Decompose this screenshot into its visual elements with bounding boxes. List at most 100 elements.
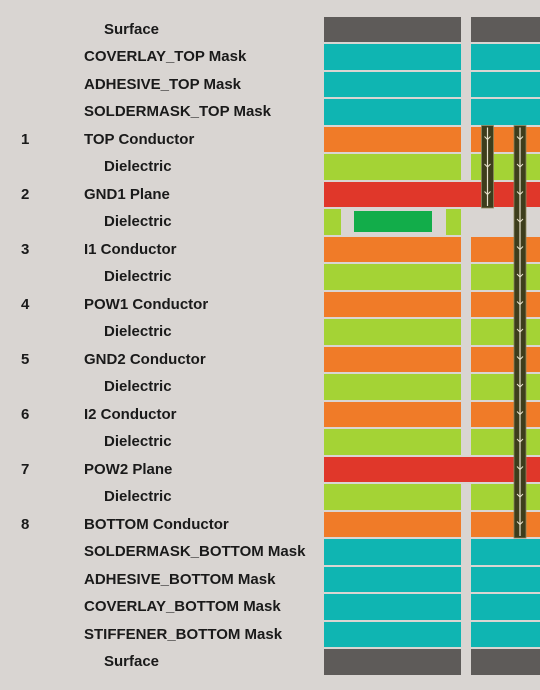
layer-bar-right bbox=[471, 539, 540, 565]
layer-bar-left bbox=[324, 209, 341, 235]
layer-bar-right bbox=[471, 346, 540, 372]
layer-number: 3 bbox=[21, 240, 30, 258]
layer-number: 7 bbox=[21, 460, 30, 478]
layer-bar-left bbox=[324, 649, 461, 675]
layer-bar-right bbox=[471, 319, 540, 345]
layer-bar-left bbox=[446, 209, 461, 235]
layer-number: 4 bbox=[21, 295, 30, 313]
layer-bar-right bbox=[471, 649, 540, 675]
layer-number: 1 bbox=[21, 130, 30, 148]
layer-bar-right bbox=[471, 71, 540, 97]
layer-bar-plane bbox=[324, 456, 540, 482]
layer-row: Dielectric bbox=[0, 208, 540, 236]
layer-label: POW2 Plane bbox=[84, 460, 173, 478]
layer-row: Dielectric bbox=[0, 153, 540, 181]
layer-row: 4 POW1 Conductor bbox=[0, 291, 540, 319]
layer-label: BOTTOM Conductor bbox=[84, 515, 229, 533]
layer-label: STIFFENER_BOTTOM Mask bbox=[84, 625, 283, 643]
layer-bar-right bbox=[471, 566, 540, 592]
layer-bar-left bbox=[324, 154, 461, 180]
layer-label: TOP Conductor bbox=[84, 130, 195, 148]
layer-bar-left bbox=[324, 401, 461, 427]
layer-row: Dielectric bbox=[0, 263, 540, 291]
layer-bar-left bbox=[324, 566, 461, 592]
layer-number: 8 bbox=[21, 515, 30, 533]
layer-number: 6 bbox=[21, 405, 30, 423]
layer-label: SOLDERMASK_TOP Mask bbox=[84, 103, 271, 120]
layer-bar-right bbox=[471, 44, 540, 70]
layer-label: Dielectric bbox=[104, 488, 172, 505]
layer-label: GND1 Plane bbox=[84, 185, 170, 203]
layer-bar-left bbox=[324, 264, 461, 290]
layer-label: Dielectric bbox=[104, 378, 172, 395]
layer-row: SOLDERMASK_TOP Mask bbox=[0, 98, 540, 126]
layer-bar-right bbox=[471, 99, 540, 125]
layer-bar-right bbox=[471, 511, 540, 537]
layer-bar-right bbox=[471, 264, 540, 290]
layer-row: 6 I2 Conductor bbox=[0, 401, 540, 429]
layer-row: Dielectric bbox=[0, 483, 540, 511]
layer-row: 2 GND1 Plane bbox=[0, 181, 540, 209]
layer-row: Dielectric bbox=[0, 428, 540, 456]
layer-row: Surface bbox=[0, 648, 540, 676]
layer-row: ADHESIVE_BOTTOM Mask bbox=[0, 566, 540, 594]
layer-bar-right bbox=[471, 126, 540, 152]
layer-label: I1 Conductor bbox=[84, 240, 177, 258]
layer-label: Dielectric bbox=[104, 268, 172, 285]
layer-bar-right bbox=[471, 236, 540, 262]
layer-bar-left bbox=[324, 621, 461, 647]
layer-bar-left bbox=[324, 16, 461, 42]
layer-row: COVERLAY_BOTTOM Mask bbox=[0, 593, 540, 621]
layer-label: I2 Conductor bbox=[84, 405, 177, 423]
layer-bar-left bbox=[324, 319, 461, 345]
layer-label: SOLDERMASK_BOTTOM Mask bbox=[84, 543, 306, 560]
layer-bar-right bbox=[471, 16, 540, 42]
layer-label: ADHESIVE_BOTTOM Mask bbox=[84, 570, 276, 588]
layer-bar-left bbox=[324, 539, 461, 565]
layer-row: 7 POW2 Plane bbox=[0, 456, 540, 484]
layer-bar-right bbox=[471, 374, 540, 400]
layer-bar-left bbox=[324, 346, 461, 372]
layer-label: POW1 Conductor bbox=[84, 295, 209, 313]
layer-bar-left bbox=[324, 484, 461, 510]
layer-bar-left bbox=[324, 511, 461, 537]
layer-label: GND2 Conductor bbox=[84, 350, 206, 368]
layer-bar-left bbox=[324, 99, 461, 125]
layer-number: 5 bbox=[21, 350, 30, 368]
layer-bar-left bbox=[324, 374, 461, 400]
layer-row: Surface bbox=[0, 16, 540, 44]
layer-bar-right bbox=[471, 484, 540, 510]
layer-row: SOLDERMASK_BOTTOM Mask bbox=[0, 538, 540, 566]
layer-row: 5 GND2 Conductor bbox=[0, 346, 540, 374]
layer-label: Dielectric bbox=[104, 158, 172, 175]
layer-bar-right bbox=[471, 594, 540, 620]
layer-label: COVERLAY_TOP Mask bbox=[84, 48, 247, 65]
layer-row: 1 TOP Conductor bbox=[0, 126, 540, 154]
layer-bar-left bbox=[324, 429, 461, 455]
layer-label: Dielectric bbox=[104, 323, 172, 340]
layer-bar-left bbox=[324, 126, 461, 152]
layer-bar-left bbox=[324, 594, 461, 620]
layer-bar-right bbox=[471, 429, 540, 455]
layer-bar-right bbox=[471, 154, 540, 180]
layer-bar-left bbox=[324, 291, 461, 317]
layer-label: Dielectric bbox=[104, 433, 172, 450]
layer-label: COVERLAY_BOTTOM Mask bbox=[84, 598, 281, 615]
layer-row: STIFFENER_BOTTOM Mask bbox=[0, 621, 540, 649]
layer-bar-left bbox=[324, 71, 461, 97]
layer-label: Dielectric bbox=[104, 213, 172, 230]
layer-label: ADHESIVE_TOP Mask bbox=[84, 75, 242, 93]
layer-row: COVERLAY_TOP Mask bbox=[0, 43, 540, 71]
layer-bar-left bbox=[324, 44, 461, 70]
layer-bar-left bbox=[324, 236, 461, 262]
layer-bar-right bbox=[471, 621, 540, 647]
layer-label: Surface bbox=[104, 20, 160, 38]
layer-bar-right bbox=[471, 291, 540, 317]
embedded-pad bbox=[354, 211, 432, 232]
layer-row: ADHESIVE_TOP Mask bbox=[0, 71, 540, 99]
layer-label: Surface bbox=[104, 653, 160, 670]
layer-bar-plane bbox=[324, 181, 540, 207]
layer-bar-right bbox=[471, 401, 540, 427]
layer-row: 8 BOTTOM Conductor bbox=[0, 511, 540, 539]
